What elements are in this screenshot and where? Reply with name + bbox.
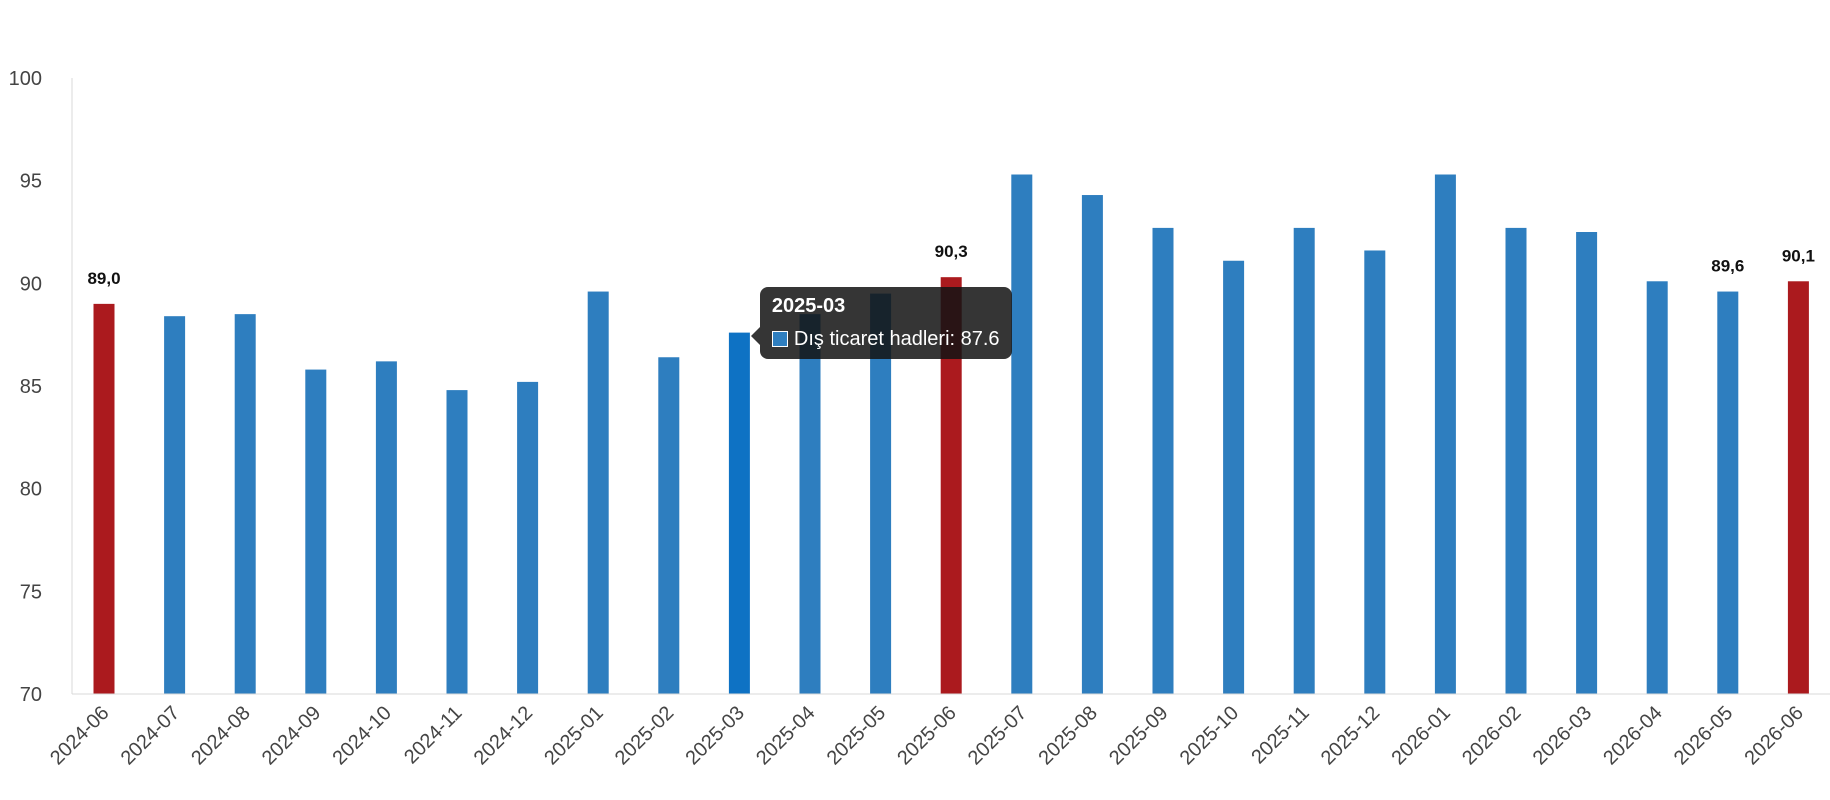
y-tick-label: 75 [20,581,42,603]
bar-2025-07[interactable] [1011,174,1033,695]
bar-2026-03[interactable] [1576,232,1598,694]
tooltip-label: Dış ticaret hadleri: 87.6 [793,327,1000,350]
x-tick-label: 2024-07 [117,702,184,769]
data-label: 89,6 [1711,257,1744,276]
bars [93,174,1809,695]
bar-2025-09[interactable] [1152,227,1174,695]
x-tick-label: 2025-09 [1105,702,1172,769]
bar-2025-01[interactable] [587,291,609,694]
x-tick-label: 2026-02 [1458,702,1525,769]
bar-2026-01[interactable] [1434,174,1456,695]
data-label: 90,1 [1782,246,1815,265]
x-axis: 2024-06 2024-07 2024-08 2024-09 2024-10 2024-… [46,693,1830,769]
bar-2026-06[interactable] [1787,281,1809,694]
x-tick-label: 2025-02 [611,702,678,769]
bar-2025-03[interactable] [728,332,750,694]
x-tick-label: 2025-07 [964,702,1031,769]
bar-2026-04[interactable] [1646,281,1668,694]
x-tick-label: 2024-10 [328,702,395,769]
bar-2024-07[interactable] [164,316,186,694]
x-tick-label: 2025-12 [1317,702,1384,769]
x-tick-label: 2024-12 [470,702,537,769]
y-tick-label: 80 [20,479,42,501]
y-tick-label: 85 [20,376,42,398]
x-tick-label: 2026-05 [1670,702,1737,769]
x-tick-label: 2025-04 [752,702,819,769]
x-tick-label: 2025-01 [540,702,607,769]
bar-2024-10[interactable] [375,361,397,694]
x-tick-label: 2024-11 [400,702,466,768]
tooltip-title: 2025-03 [771,294,846,317]
x-tick-label: 2025-10 [1176,702,1243,769]
bar-2025-05[interactable] [870,293,892,694]
bar-2026-02[interactable] [1505,227,1527,695]
bar-2025-11[interactable] [1293,227,1315,695]
x-tick-label: 2024-09 [258,702,325,769]
data-label: 89,0 [87,269,120,288]
bar-2024-12[interactable] [517,381,539,694]
bar-2025-06[interactable] [940,277,962,694]
chart-tooltip: 2025-03 Dış ticaret hadleri: 87.6 [750,286,1012,359]
y-tick-label: 100 [9,68,42,90]
x-tick-label: 2025-06 [893,702,960,769]
bar-2025-08[interactable] [1081,195,1103,695]
bar-2024-06[interactable] [93,303,115,694]
tooltip-row: Dış ticaret hadleri: 87.6 [771,327,1000,351]
tooltip-arrow [750,326,760,345]
x-tick-label: 2025-08 [1034,702,1101,769]
bar-2025-02[interactable] [658,357,680,694]
x-tick-label: 2026-01 [1387,702,1454,769]
x-tick-label: 2026-04 [1599,702,1666,769]
bar-2025-12[interactable] [1364,250,1386,695]
x-tick-label: 2026-03 [1529,702,1596,769]
bar-2024-09[interactable] [305,369,327,694]
y-tick-label: 70 [20,684,42,706]
x-tick-label: 2024-06 [46,702,113,769]
x-tick-label: 2026-06 [1740,702,1807,769]
x-tick-label: 2025-03 [681,702,748,769]
x-tick-label: 2025-11 [1247,702,1313,768]
data-labels: 89,0 90,3 89,6 90,1 [87,242,1814,288]
x-tick-label: 2025-05 [823,702,890,769]
bar-2024-11[interactable] [446,390,468,694]
bar-2025-10[interactable] [1223,260,1245,694]
y-axis: 70 75 80 85 90 95 100 [9,68,73,706]
bar-2024-08[interactable] [234,314,256,694]
bar-2026-05[interactable] [1717,291,1739,694]
y-tick-label: 90 [20,273,42,295]
data-label: 90,3 [935,242,968,261]
bar-2025-04[interactable] [799,314,821,694]
y-tick-label: 95 [20,171,42,193]
x-tick-label: 2024-08 [187,702,254,769]
tooltip-series-swatch [771,331,788,348]
